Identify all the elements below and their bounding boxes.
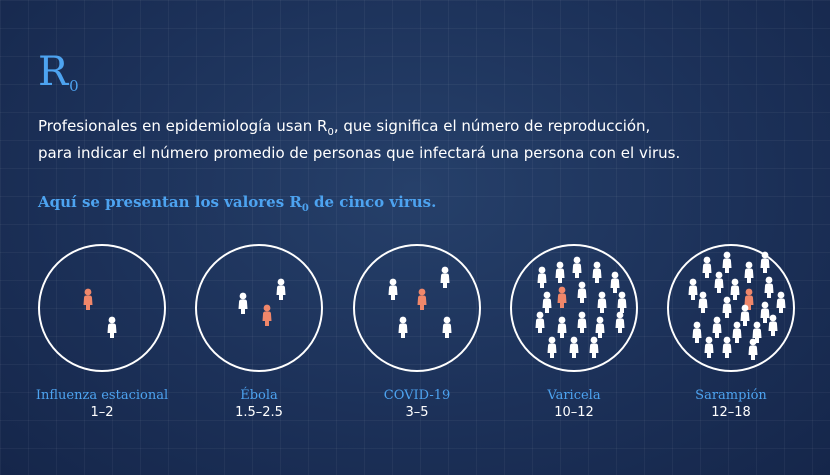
people-diagram	[388, 266, 452, 338]
person-icon	[760, 251, 770, 273]
person-icon	[83, 288, 93, 310]
person-icon	[262, 304, 272, 326]
person-icon	[692, 321, 702, 343]
person-icon	[776, 291, 786, 313]
person-icon	[730, 278, 740, 300]
virus-varicela: Varicela 10–12	[494, 244, 654, 420]
person-icon	[764, 276, 774, 298]
person-icon	[595, 316, 605, 338]
person-icon	[768, 314, 778, 336]
people-diagram	[535, 256, 627, 358]
description-subscript: 0	[327, 127, 334, 138]
person-icon	[688, 278, 698, 300]
people-diagram	[238, 278, 286, 326]
person-icon	[107, 316, 117, 338]
person-icon	[752, 321, 762, 343]
virus-r0-range: 1.5–2.5	[235, 405, 283, 420]
person-icon	[542, 291, 552, 313]
virus-r0-range: 12–18	[711, 405, 751, 420]
person-icon	[610, 271, 620, 293]
person-icon	[440, 266, 450, 288]
person-icon	[535, 311, 545, 333]
person-icon	[702, 256, 712, 278]
person-icon	[442, 316, 452, 338]
virus-name: COVID-19	[383, 388, 451, 403]
virus-name: Influenza estacional	[35, 388, 169, 403]
virus-circle	[353, 244, 481, 372]
people-diagram	[688, 251, 786, 360]
person-icon	[557, 286, 567, 308]
person-icon	[712, 316, 722, 338]
person-icon	[722, 251, 732, 273]
virus-r0-range: 10–12	[554, 405, 594, 420]
person-icon	[597, 291, 607, 313]
person-icon	[744, 288, 754, 310]
person-icon	[744, 261, 754, 283]
description-line1-a: Profesionales en epidemiología usan R	[38, 117, 328, 135]
highlight-text: Aquí se presentan los valores R0 de cinc…	[38, 193, 437, 214]
person-icon	[722, 336, 732, 358]
virus-circle	[38, 244, 166, 372]
person-icon	[417, 288, 427, 310]
person-icon	[617, 291, 627, 313]
person-icon	[732, 321, 742, 343]
virus-circle	[510, 244, 638, 372]
person-icon	[722, 296, 732, 318]
virus-ebola: Ébola 1.5–2.5	[179, 244, 339, 420]
person-icon	[547, 336, 557, 358]
virus-circle	[195, 244, 323, 372]
virus-name: Ébola	[240, 388, 278, 403]
person-icon	[760, 301, 770, 323]
person-icon	[276, 278, 286, 300]
virus-r0-range: 1–2	[90, 405, 114, 420]
person-icon	[577, 311, 587, 333]
virus-r0-range: 3–5	[405, 405, 429, 420]
person-icon	[740, 304, 750, 326]
virus-name: Sarampión	[695, 388, 767, 403]
virus-covid19: COVID-19 3–5	[337, 244, 497, 420]
person-icon	[748, 338, 758, 360]
person-icon	[572, 256, 582, 278]
virus-influenza: Influenza estacional 1–2	[22, 244, 182, 420]
description-line1-b: , que significa el número de reproducció…	[333, 117, 651, 135]
person-icon	[592, 261, 602, 283]
person-icon	[398, 316, 408, 338]
virus-sarampion: Sarampión 12–18	[651, 244, 811, 420]
person-icon	[569, 336, 579, 358]
description-line2: para indicar el número promedio de perso…	[38, 144, 681, 162]
person-icon	[714, 271, 724, 293]
virus-name: Varicela	[547, 388, 601, 403]
person-icon	[557, 316, 567, 338]
r0-symbol: R0	[38, 49, 79, 95]
person-icon	[537, 266, 547, 288]
person-icon	[589, 336, 599, 358]
person-icon	[704, 336, 714, 358]
people-diagram	[83, 288, 117, 338]
person-icon	[577, 281, 587, 303]
person-icon	[388, 278, 398, 300]
person-icon	[615, 311, 625, 333]
virus-circle	[667, 244, 795, 372]
person-icon	[555, 261, 565, 283]
description: Profesionales en epidemiología usan R0, …	[38, 116, 798, 164]
person-icon	[238, 292, 248, 314]
person-icon	[698, 291, 708, 313]
